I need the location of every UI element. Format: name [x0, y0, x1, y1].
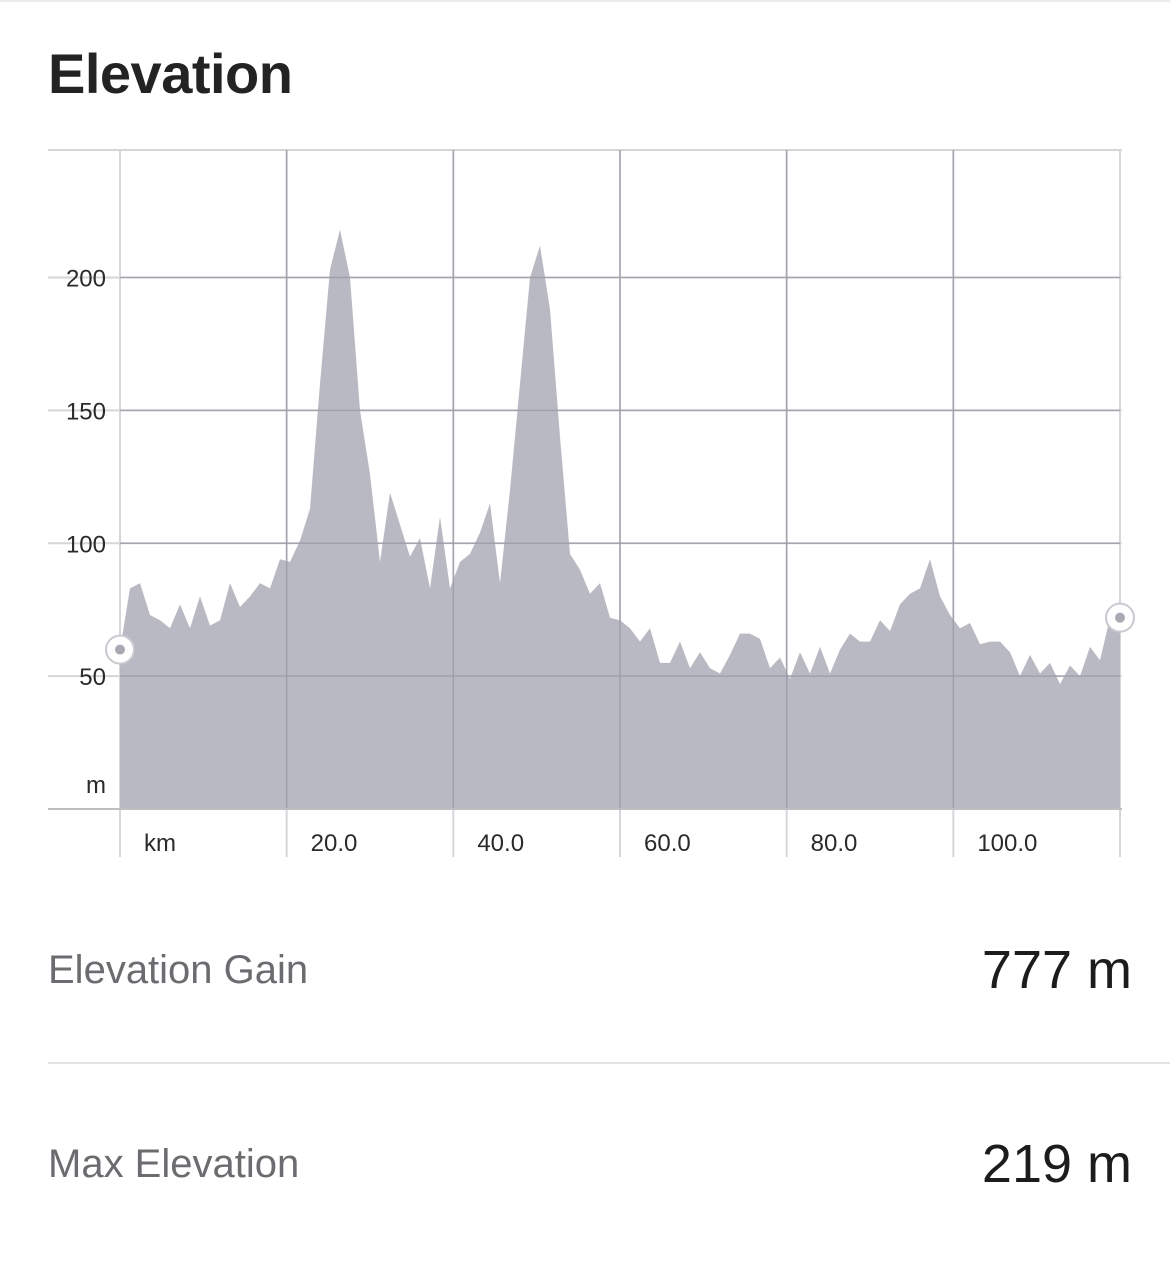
elevation-chart[interactable]: 50 100 150 200 m km 20.0 40.0 60.0 80.0 100.0	[0, 140, 1170, 870]
y-axis-unit-label: m	[86, 772, 106, 799]
top-divider	[0, 0, 1170, 2]
elevation-gain-value: 777 m	[981, 940, 1132, 1000]
start-marker-dot	[115, 644, 125, 655]
y-tick-label: 50	[79, 664, 106, 691]
y-tick-label: 200	[66, 266, 106, 293]
page-title: Elevation	[48, 42, 293, 105]
x-tick-label: 20.0	[311, 830, 358, 857]
elevation-chart-svg[interactable]: 50 100 150 200 m km 20.0 40.0 60.0 80.0 100.0	[0, 140, 1170, 870]
x-tick-label: 80.0	[811, 830, 858, 857]
max-elevation-value: 219 m	[981, 1134, 1132, 1194]
end-marker-dot	[1115, 612, 1125, 623]
elevation-gain-label: Elevation Gain	[48, 948, 309, 992]
stats-divider	[48, 1062, 1170, 1064]
elevation-area	[120, 229, 1120, 809]
x-tick-label: 60.0	[644, 830, 691, 857]
max-elevation-label: Max Elevation	[48, 1142, 300, 1186]
y-tick-label: 150	[66, 398, 106, 425]
x-tick-label: 40.0	[477, 830, 524, 857]
x-tick-label: 100.0	[977, 830, 1037, 857]
x-axis-unit-label: km	[144, 830, 176, 857]
y-tick-label: 100	[66, 531, 106, 558]
